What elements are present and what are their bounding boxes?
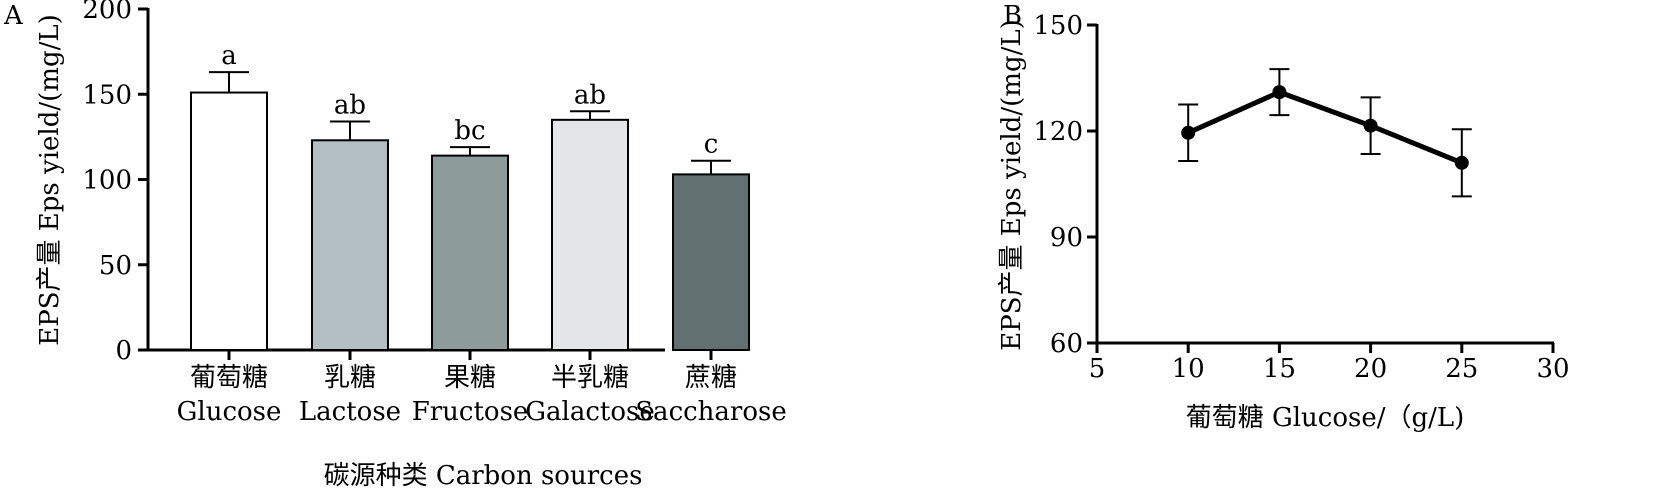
panel-a-x-tick-label-en: Lactose — [299, 397, 401, 427]
panel-a-x-tick-label-cn: 乳糖 — [324, 363, 376, 393]
panel-a-error-bars — [209, 71, 731, 175]
panel-a-bar — [551, 118, 629, 351]
panel-a-bars — [190, 91, 750, 351]
panel-a-x-tick-label-cn: 果糖 — [444, 363, 496, 393]
panel-a-y-tick-label: 100 — [82, 166, 132, 196]
panel-b-data-point — [1363, 118, 1378, 133]
panel-b-series-line — [1187, 89, 1463, 166]
panel-b-y-tick-label: 120 — [1033, 117, 1083, 147]
panel-a-x-tick-label-en: Fructose — [412, 397, 529, 427]
panel-a-significance-label: ab — [574, 80, 606, 110]
panel-a-x-tick-label-en: Galactose — [525, 397, 654, 427]
panel-a-y-axis-title: EPS产量 Eps yield/(mg/L) — [35, 14, 65, 346]
panel-a-bar — [311, 139, 389, 351]
panel-a-x-tick-label-cn: 蔗糖 — [685, 363, 737, 393]
panel-b-x-tick-label: 15 — [1263, 354, 1296, 384]
panel-b-x-tick-label: 20 — [1354, 354, 1387, 384]
panel-b-error-bars — [1178, 68, 1472, 198]
panel-b-points — [1181, 85, 1469, 170]
panel-b-axes — [1095, 24, 1554, 345]
panel-b-y-tick-label: 90 — [1050, 223, 1083, 253]
panel-b-line — [1187, 89, 1463, 166]
panel-a-x-tick-label-en: Glucose — [177, 397, 282, 427]
panel-b-x-tick-label: 25 — [1445, 354, 1478, 384]
panel-b-data-point — [1272, 85, 1287, 100]
panel-b-x-tick-label: 5 — [1089, 354, 1106, 384]
panel-a-significance-label: a — [221, 41, 237, 71]
panel-b-x-ticks: 5 10 15 20 25 30 — [1089, 343, 1570, 384]
panel-b-line-chart: B EPS产量 Eps yield/(mg/L) 葡萄糖 Glucose/（g/… — [997, 1, 1570, 433]
panel-a-x-axis-title: 碳源种类 Carbon sources — [324, 461, 643, 489]
panel-a-bar — [190, 91, 268, 351]
panel-b-data-point — [1454, 155, 1469, 170]
panel-a-label: A — [3, 1, 24, 31]
panel-b-x-tick-label: 30 — [1536, 354, 1569, 384]
panel-a-bar-chart: A EPS产量 Eps yield/(mg/L) 碳源种类 Carbon sou… — [3, 0, 787, 489]
panel-b-y-tick-label: 60 — [1050, 329, 1083, 359]
panel-b-x-tick-label: 10 — [1172, 354, 1205, 384]
panel-a-significance-label: c — [704, 130, 719, 160]
panel-a-significance-label: bc — [454, 116, 485, 146]
panel-a-y-tick-label: 150 — [82, 80, 132, 110]
panel-a-y-tick-label: 50 — [99, 251, 132, 281]
panel-b-y-tick-label: 150 — [1033, 11, 1083, 41]
panel-b-label: B — [1003, 1, 1022, 31]
panel-a-x-tick-label-cn: 半乳糖 — [551, 363, 629, 393]
panel-b-y-ticks: 60 90 120 150 — [1033, 11, 1097, 359]
panel-a-y-tick-label: 0 — [115, 336, 132, 366]
panel-b-x-axis-title: 葡萄糖 Glucose/（g/L) — [1186, 403, 1465, 433]
panel-a-bar — [672, 173, 750, 351]
panel-a-x-tick-label-cn: 葡萄糖 — [190, 363, 268, 393]
panel-a-bar — [431, 154, 509, 351]
panel-b-y-axis-title: EPS产量 Eps yield/(mg/L) — [997, 19, 1027, 351]
panel-a-y-tick-label: 200 — [82, 0, 132, 25]
panel-a-significance-labels: a ab bc ab c — [221, 41, 718, 160]
panel-a-significance-label: ab — [334, 91, 366, 121]
panel-a-x-ticks: 葡萄糖 Glucose 乳糖 Lactose 果糖 Fructose 半乳糖 Galactos… — [177, 350, 787, 427]
panel-a-x-tick-label-en: Saccharose — [635, 397, 787, 427]
panel-a-y-ticks: 0 50 100 150 200 — [82, 0, 148, 366]
panel-b-data-point — [1181, 125, 1196, 140]
